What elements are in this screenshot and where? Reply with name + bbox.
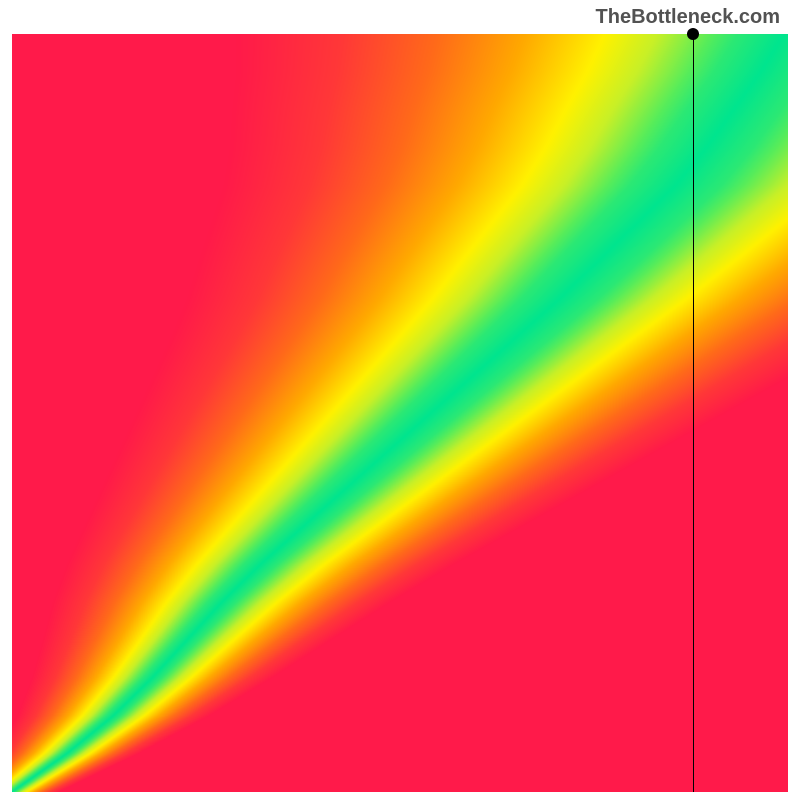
bottleneck-heatmap [12, 34, 788, 792]
attribution-text: TheBottleneck.com [596, 6, 780, 29]
heatmap-canvas [12, 34, 788, 792]
selection-vertical-line [693, 34, 694, 792]
selection-marker-dot [687, 28, 699, 40]
